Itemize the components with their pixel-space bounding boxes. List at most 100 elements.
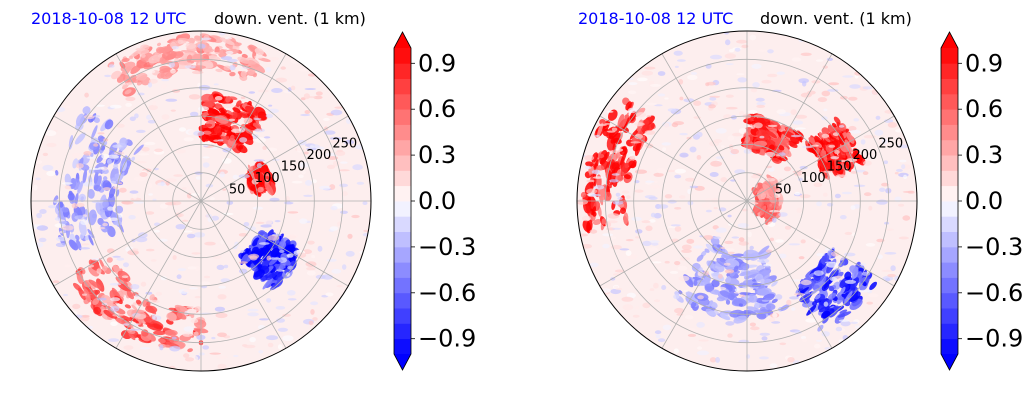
field-cell <box>881 182 889 187</box>
colorbar-level <box>941 109 958 125</box>
field-cell <box>183 353 190 358</box>
field-cell <box>140 44 150 51</box>
field-cell <box>132 302 137 306</box>
field-cell <box>132 193 137 200</box>
field-cell <box>835 174 847 178</box>
field-cell <box>791 307 796 311</box>
field-cell <box>767 73 778 78</box>
field-cell <box>45 130 57 137</box>
field-cell <box>849 265 858 274</box>
panel-variable-title: down. vent. (1 km) <box>214 9 366 28</box>
field-cell <box>93 115 101 118</box>
field-cell <box>584 155 595 161</box>
polar-grid <box>577 31 917 371</box>
field-cell <box>123 262 129 268</box>
field-cell <box>636 112 646 118</box>
field-cell <box>160 276 167 281</box>
field-cell <box>840 160 847 171</box>
polar-panel-right: 2018-10-08 12 UTC down. vent. (1 km) 50 … <box>576 9 1023 372</box>
field-cell <box>102 176 108 181</box>
field-cell <box>186 54 193 63</box>
field-cell <box>817 97 828 103</box>
field-cell <box>774 247 784 253</box>
field-cell <box>254 47 264 56</box>
field-cell <box>282 244 294 256</box>
colorbar-level <box>394 93 411 110</box>
field-cell <box>715 128 727 134</box>
field-cell <box>611 173 620 176</box>
field-cell <box>679 152 689 158</box>
field-cell <box>629 77 634 80</box>
field-cell <box>265 67 272 73</box>
field-cell <box>750 326 760 331</box>
field-cell <box>657 93 666 97</box>
field-cell <box>207 134 220 140</box>
field-cell <box>68 134 74 150</box>
field-cell <box>193 130 205 137</box>
field-cell <box>268 104 273 107</box>
colorbar-tick-label: −0.6 <box>965 279 1023 307</box>
colorbar-level <box>394 308 411 324</box>
field-cell <box>727 214 732 218</box>
field-cell <box>149 299 160 304</box>
field-cell <box>696 155 702 160</box>
field-cell <box>234 42 242 47</box>
field-cell <box>842 75 854 78</box>
field-cell <box>341 191 349 197</box>
field-cell <box>257 111 267 121</box>
field-cell <box>147 82 153 88</box>
field-cell <box>243 344 256 349</box>
colorbar-level <box>394 139 411 156</box>
colorbar-tick-label: −0.3 <box>965 233 1023 261</box>
field-cell <box>171 336 177 340</box>
field-cell <box>177 268 187 272</box>
field-cell <box>63 293 68 297</box>
field-cell <box>276 277 283 285</box>
field-cell <box>649 219 656 223</box>
field-cell <box>736 73 745 76</box>
field-cell <box>315 91 323 96</box>
field-cell <box>153 330 167 336</box>
field-cell <box>52 280 60 284</box>
field-cell <box>709 301 718 309</box>
colorbar-level <box>394 48 411 64</box>
colorbar-extend-max <box>394 32 411 48</box>
field-cell <box>344 143 357 148</box>
field-cell <box>130 197 142 201</box>
field-cell <box>710 160 722 167</box>
field-cell <box>330 205 338 211</box>
field-cell <box>198 106 209 112</box>
field-cell <box>614 269 625 273</box>
field-cell <box>653 299 661 303</box>
field-cell <box>356 181 365 185</box>
field-cell <box>755 273 764 283</box>
field-cell <box>831 276 836 282</box>
colorbar-level <box>394 262 411 278</box>
field-cell <box>586 188 598 195</box>
field-cell <box>661 142 672 146</box>
field-cell <box>64 185 72 190</box>
field-cell <box>107 154 119 159</box>
field-cell <box>269 57 280 61</box>
field-cell <box>657 338 666 343</box>
field-cell <box>674 307 685 314</box>
field-cell <box>653 282 659 289</box>
field-cell <box>711 271 725 282</box>
field-cell <box>749 34 757 41</box>
field-cell <box>725 299 731 305</box>
field-cell <box>594 134 601 138</box>
field-cell <box>844 291 853 304</box>
field-cell <box>622 112 629 128</box>
field-cell <box>169 345 181 352</box>
colorbar-level <box>941 48 958 64</box>
field-cell <box>160 84 167 89</box>
colorbar-tick-label: 0.3 <box>965 141 1003 169</box>
field-cell <box>154 148 163 153</box>
field-cell <box>152 101 157 106</box>
field-cell <box>118 182 123 185</box>
field-cell <box>821 283 830 291</box>
field-cell <box>258 57 271 62</box>
field-cell <box>191 252 201 255</box>
field-cell <box>244 124 257 131</box>
field-cell <box>306 270 316 276</box>
